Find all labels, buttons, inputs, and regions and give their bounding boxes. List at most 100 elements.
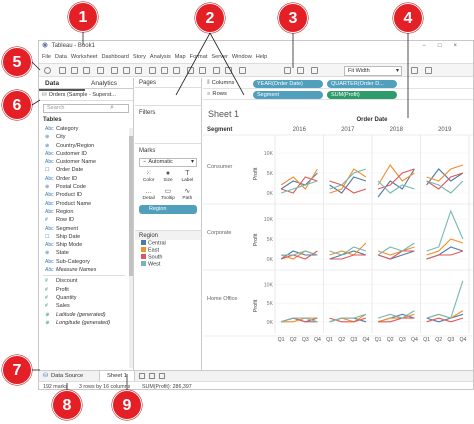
field-postal-code[interactable]: ⊕ Postal Code: [39, 183, 133, 191]
field-ship-mode[interactable]: Abc Ship Mode: [39, 241, 133, 249]
tables-header: Tables: [43, 117, 62, 123]
redo-icon[interactable]: [71, 67, 78, 74]
field-order-id[interactable]: Abc Order ID: [39, 175, 133, 183]
sheet-tab[interactable]: Sheet 1: [99, 371, 135, 382]
menu-data[interactable]: Data: [55, 54, 67, 60]
search-field[interactable]: Search: [43, 104, 129, 113]
field-category[interactable]: Abc Category: [39, 125, 133, 133]
presentation-icon[interactable]: [311, 67, 318, 74]
field-quantity[interactable]: # Quantity: [39, 294, 133, 302]
new-datasource-icon[interactable]: [97, 67, 104, 74]
field-sales[interactable]: # Sales: [39, 302, 133, 310]
datasource-item[interactable]: ⛁ Orders (Sample - Superst...: [39, 89, 133, 101]
field-measure-names[interactable]: Abc Measure Names: [39, 266, 133, 274]
series-line-west-consumer-2018: [377, 180, 415, 194]
filters-shelf[interactable]: [135, 118, 201, 144]
field-order-date[interactable]: ☐ Order Date: [39, 166, 133, 174]
field-latitude-generated[interactable]: ⊕ Latitude (generated): [39, 311, 133, 319]
year-order-date-pill[interactable]: YEAR(Order Date): [253, 79, 323, 88]
data-pane-scrollbar[interactable]: [129, 128, 133, 368]
menu-worksheet[interactable]: Worksheet: [70, 54, 98, 60]
size-button[interactable]: ● Size: [158, 169, 177, 185]
field-label: Order ID: [56, 175, 78, 182]
filter-icon[interactable]: [425, 67, 432, 74]
field-profit[interactable]: # Profit: [39, 286, 133, 294]
field-sub-category[interactable]: Abc Sub-Category: [39, 258, 133, 266]
column-header-title: Order Date: [356, 117, 388, 123]
new-dashboard-tab-icon[interactable]: [149, 373, 155, 379]
quarter-order-date-pill[interactable]: QUARTER(Order D...: [327, 79, 397, 88]
menu-window[interactable]: Window: [231, 54, 252, 60]
path-button[interactable]: ∿ Path: [178, 187, 197, 203]
field-longitude-generated[interactable]: ⊕ Longitude (generated): [39, 319, 133, 327]
label-button[interactable]: T Label: [178, 169, 197, 185]
profit-line-chart[interactable]: Order Date Segment 2016 2017 2018 2019 Consume…: [203, 103, 474, 370]
menu-format[interactable]: Format: [189, 54, 208, 60]
mark-type-select[interactable]: ⌁ Automatic: [139, 158, 197, 167]
field-type-icon: ☐: [45, 167, 50, 174]
menu-file[interactable]: File: [42, 54, 52, 60]
new-worksheet-icon[interactable]: [111, 67, 118, 74]
new-worksheet-tab-icon[interactable]: [139, 373, 145, 379]
pages-shelf[interactable]: [135, 88, 201, 106]
sort-ascending-icon[interactable]: [161, 67, 168, 74]
fit-select[interactable]: Fit Width: [344, 66, 402, 76]
tableau-home-icon[interactable]: [44, 67, 51, 74]
swap-icon[interactable]: [149, 67, 156, 74]
color-button[interactable]: ⁙ Color: [139, 169, 158, 185]
sum-profit-pill-label: SUM(Profit): [331, 91, 360, 98]
menu-help[interactable]: Help: [255, 54, 268, 60]
field-country-region[interactable]: ⊕ Country/Region: [39, 142, 133, 150]
sort-descending-icon[interactable]: [173, 67, 180, 74]
undo-icon[interactable]: [59, 67, 66, 74]
menu-server[interactable]: Server: [211, 54, 228, 60]
scrollbar-thumb[interactable]: [129, 136, 133, 276]
field-customer-name[interactable]: Abc Customer Name: [39, 158, 133, 166]
sum-profit-pill[interactable]: SUM(Profit): [327, 90, 397, 99]
field-region[interactable]: Abc Region: [39, 208, 133, 216]
tab-data[interactable]: Data: [39, 78, 85, 91]
tab-analytics[interactable]: Analytics: [91, 80, 118, 87]
columns-shelf[interactable]: ⦀ Columns YEAR(Order Date) QUARTER(Order …: [203, 78, 473, 89]
region-color-pill[interactable]: Region: [139, 205, 197, 214]
duplicate-icon[interactable]: [123, 67, 130, 74]
field-product-id[interactable]: Abc Product ID: [39, 191, 133, 199]
menu-map[interactable]: Map: [174, 54, 186, 60]
detail-button[interactable]: … Detail: [139, 187, 158, 203]
legend-item-west[interactable]: West: [135, 261, 201, 268]
field-ship-date[interactable]: ☐ Ship Date: [39, 233, 133, 241]
field-customer-id[interactable]: Abc Customer ID: [39, 150, 133, 158]
maximize-button[interactable]: □: [437, 43, 454, 49]
label-icon[interactable]: [213, 67, 220, 74]
menu-analysis[interactable]: Analysis: [149, 54, 171, 60]
field-state[interactable]: ⊕ State: [39, 249, 133, 257]
highlight-icon[interactable]: [187, 67, 194, 74]
clear-sheet-icon[interactable]: [135, 67, 142, 74]
group-icon[interactable]: [199, 67, 206, 74]
datasource-tab[interactable]: Data Source: [51, 373, 84, 379]
segment-pill[interactable]: Segment: [253, 90, 323, 99]
search-placeholder: Search: [47, 105, 65, 111]
menu-dashboard[interactable]: Dashboard: [101, 54, 129, 60]
menu-story[interactable]: Story: [132, 54, 146, 60]
legend-item-east[interactable]: East: [135, 247, 201, 254]
close-button[interactable]: ×: [453, 43, 469, 49]
tooltip-icon[interactable]: [297, 67, 304, 74]
show-me-icon[interactable]: [411, 67, 418, 74]
legend-item-central[interactable]: Central: [135, 240, 201, 247]
new-story-tab-icon[interactable]: [159, 373, 165, 379]
legend-item-south[interactable]: South: [135, 254, 201, 261]
field-product-name[interactable]: Abc Product Name: [39, 200, 133, 208]
pin-icon[interactable]: [284, 67, 291, 74]
format-icon[interactable]: [239, 67, 246, 74]
rows-shelf[interactable]: ≡ Rows Segment SUM(Profit): [203, 89, 473, 100]
y-tick-label: 0K: [267, 191, 274, 197]
field-row-id[interactable]: # Row ID: [39, 216, 133, 224]
field-city[interactable]: ⊕ City: [39, 133, 133, 141]
field-segment[interactable]: Abc Segment: [39, 225, 133, 233]
minimize-button[interactable]: −: [422, 43, 438, 49]
fix-axes-icon[interactable]: [225, 67, 232, 74]
field-discount[interactable]: # Discount: [39, 277, 133, 285]
save-icon[interactable]: [83, 67, 90, 74]
tooltip-button[interactable]: ▭ Tooltip: [158, 187, 177, 203]
